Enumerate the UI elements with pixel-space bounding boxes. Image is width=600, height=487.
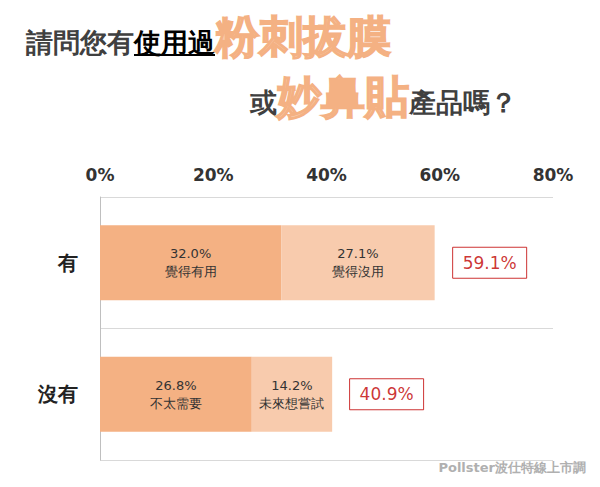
svg-text:27.1%: 27.1% bbox=[337, 246, 378, 261]
svg-text:未來想嘗試: 未來想嘗試 bbox=[259, 396, 324, 411]
svg-text:60%: 60% bbox=[419, 165, 460, 185]
svg-text:不太需要: 不太需要 bbox=[150, 396, 202, 411]
svg-text:沒有: 沒有 bbox=[37, 382, 78, 406]
html-text:請問您有使用過粉刺拔膜: 請問您有使用過粉刺拔膜 bbox=[26, 11, 391, 62]
html-text:或妙鼻貼產品嗎？: 或妙鼻貼產品嗎？ bbox=[250, 71, 517, 122]
svg-text:覺得沒用: 覺得沒用 bbox=[332, 264, 384, 279]
svg-text:20%: 20% bbox=[193, 165, 234, 185]
svg-text:26.8%: 26.8% bbox=[155, 378, 196, 393]
svg-text:80%: 80% bbox=[533, 165, 574, 185]
html-text:Pollster波仕特線上市調: Pollster波仕特線上市調 bbox=[438, 460, 586, 475]
svg-text:覺得有用: 覺得有用 bbox=[165, 264, 217, 279]
svg-text:59.1%: 59.1% bbox=[463, 253, 517, 273]
svg-text:32.0%: 32.0% bbox=[170, 246, 211, 261]
svg-text:14.2%: 14.2% bbox=[271, 378, 312, 393]
svg-text:有: 有 bbox=[57, 251, 78, 275]
svg-text:40%: 40% bbox=[306, 165, 347, 185]
svg-text:40.9%: 40.9% bbox=[360, 384, 414, 404]
svg-text:0%: 0% bbox=[86, 165, 115, 185]
